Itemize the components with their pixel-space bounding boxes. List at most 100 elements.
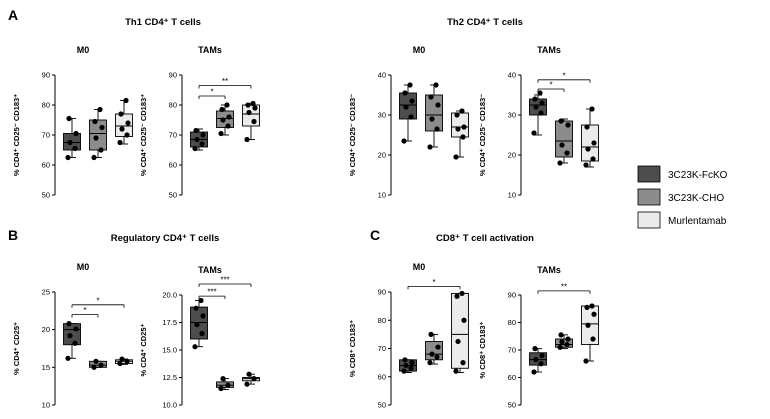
y-tick-label: 60 <box>169 161 177 170</box>
section-title-th1: Th1 CD4⁺ T cells <box>125 17 201 28</box>
box <box>216 381 234 388</box>
data-point <box>558 332 564 338</box>
data-point <box>533 357 539 363</box>
data-point <box>245 102 251 108</box>
data-point <box>124 132 130 138</box>
data-point <box>192 344 198 350</box>
chart-panel: TAMs % CD8⁺ CD183⁺ 50 60 70 80 90 ** <box>478 265 599 410</box>
data-point <box>435 344 441 350</box>
data-point <box>218 385 224 392</box>
data-point <box>93 135 99 141</box>
data-point <box>67 333 73 339</box>
chart-panel: M0 % CD8⁺ CD183⁺ 50 60 70 80 90 * <box>348 262 469 410</box>
y-tick-label: 20 <box>508 151 516 160</box>
data-point <box>401 138 407 144</box>
y-tick-label: 80 <box>378 316 386 325</box>
y-tick-label: 70 <box>42 131 50 140</box>
data-point <box>589 303 595 309</box>
y-tick-label: 60 <box>378 372 386 381</box>
data-point <box>557 160 563 166</box>
y-tick-label: 50 <box>169 191 177 200</box>
data-point <box>434 126 440 132</box>
data-point <box>460 134 466 140</box>
data-point <box>119 356 125 362</box>
data-point <box>532 346 538 352</box>
y-axis-label: % CD4⁺ CD25⁻ CD183⁻ <box>348 94 357 176</box>
data-point <box>460 360 466 366</box>
data-point <box>200 313 206 319</box>
data-point <box>584 304 590 310</box>
data-point <box>531 369 537 375</box>
box <box>581 124 599 162</box>
significance-label: * <box>549 81 552 90</box>
data-point <box>97 106 103 113</box>
legend-label-cho: 3C23K-CHO <box>668 193 724 204</box>
y-tick-label: 90 <box>42 71 50 80</box>
data-point <box>565 336 571 342</box>
significance-label: *** <box>207 288 216 297</box>
y-tick-label: 50 <box>508 401 516 410</box>
data-point <box>591 140 597 146</box>
data-point <box>434 354 440 360</box>
data-point <box>125 120 131 126</box>
chart-title: TAMs <box>537 265 561 275</box>
data-point <box>453 368 459 374</box>
data-point <box>454 112 460 118</box>
y-axis-label: % CD4⁺ CD25⁻ CD183⁺ <box>139 94 148 176</box>
legend-swatch-murlentamab <box>637 211 661 229</box>
chart-title: M0 <box>413 262 426 272</box>
data-point <box>98 362 104 368</box>
data-point <box>65 355 71 361</box>
data-point <box>589 106 595 112</box>
data-point <box>193 305 199 311</box>
y-tick-label: 20 <box>42 325 50 334</box>
data-point <box>454 293 460 299</box>
data-point <box>224 102 230 108</box>
data-point <box>539 352 545 359</box>
significance-label: * <box>210 88 213 97</box>
chart-panel: TAMs % CD4⁺ CD25⁻ CD183⁻ 10 20 30 40 * * <box>478 45 599 200</box>
data-point <box>200 132 206 138</box>
box <box>555 120 573 158</box>
data-point <box>455 126 461 132</box>
data-point <box>199 330 205 337</box>
data-point <box>91 364 97 370</box>
y-tick-label: 80 <box>508 318 516 327</box>
y-axis-label: % CD4⁺ CD25⁻ CD183⁺ <box>12 94 21 176</box>
data-point <box>559 142 565 148</box>
data-point <box>72 340 78 346</box>
data-point <box>65 154 71 161</box>
data-point <box>455 338 461 345</box>
significance-label: * <box>83 306 86 315</box>
data-point <box>557 344 563 350</box>
y-tick-label: 70 <box>169 131 177 140</box>
data-point <box>585 146 591 152</box>
y-tick-label: 15 <box>42 363 50 372</box>
data-point <box>539 100 545 106</box>
y-tick-label: 70 <box>508 346 516 355</box>
y-tick-label: 50 <box>378 401 386 410</box>
y-axis-label: % CD4⁺ CD25⁺ <box>139 323 148 376</box>
y-tick-label: 15.0 <box>162 346 177 355</box>
significance-label: * <box>432 278 435 287</box>
data-point <box>117 139 123 146</box>
chart-title: TAMs <box>198 45 222 55</box>
y-tick-label: 30 <box>508 111 516 120</box>
chart-panel: M0 % CD4⁺ CD25⁻ CD183⁻ 10 20 30 40 <box>348 45 469 200</box>
data-point <box>583 358 589 364</box>
significance-label: ** <box>561 282 567 291</box>
data-point <box>435 102 441 108</box>
data-point <box>531 130 537 136</box>
data-point <box>532 96 538 102</box>
chart-title: TAMs <box>198 265 222 275</box>
data-point <box>461 317 467 323</box>
box <box>425 340 443 361</box>
data-point <box>538 110 544 116</box>
y-tick-label: 90 <box>378 288 386 297</box>
section-title-cd8: CD8⁺ T cell activation <box>436 233 534 244</box>
y-tick-label: 10 <box>508 191 516 200</box>
data-point <box>403 104 409 110</box>
y-axis-label: % CD4⁺ CD25⁻ CD183⁻ <box>478 94 487 176</box>
y-tick-label: 50 <box>42 191 50 200</box>
